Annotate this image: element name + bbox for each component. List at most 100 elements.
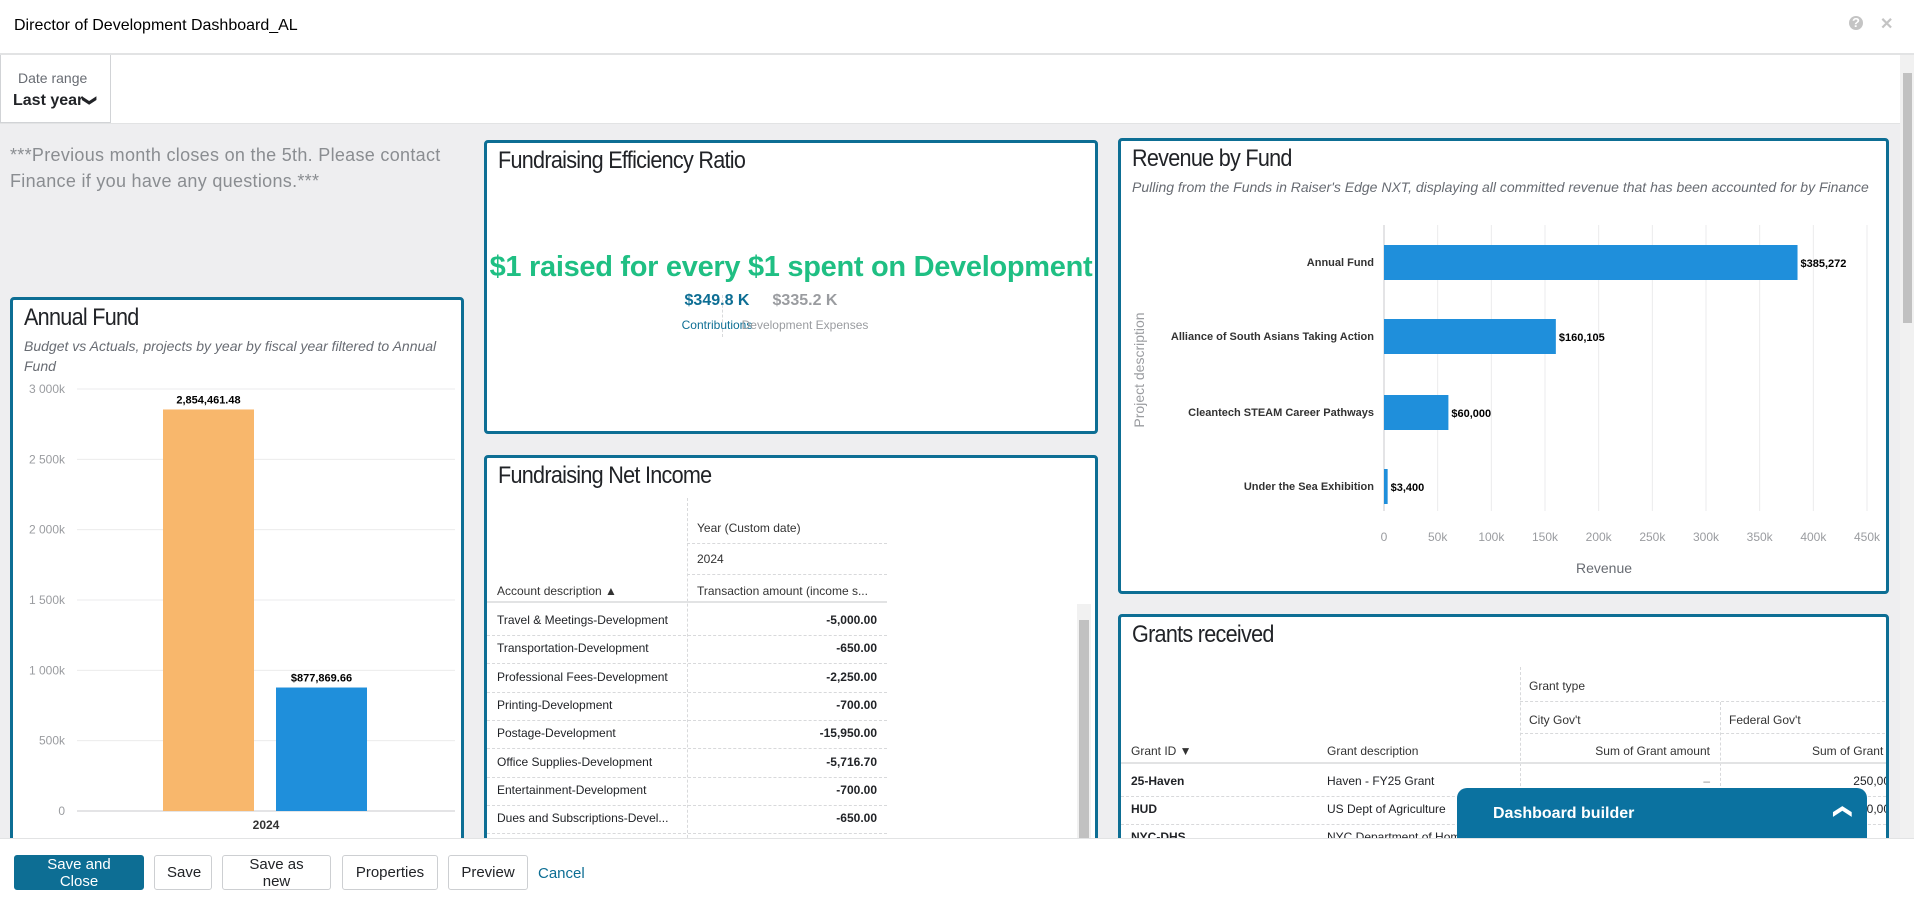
bar	[276, 687, 367, 811]
bar	[1384, 469, 1388, 504]
expenses-label: Development Expenses	[741, 318, 869, 332]
panel-subtitle: Budget vs Actuals, projects by year by f…	[24, 338, 437, 374]
y-tick-label: 1 000k	[29, 663, 66, 677]
panel-subtitle: Pulling from the Funds in Raiser's Edge …	[1132, 179, 1869, 195]
bar	[163, 409, 254, 811]
panel-title: Revenue by Fund	[1132, 145, 1292, 172]
row-divider	[487, 748, 887, 750]
grant-id-cell: HUD	[1131, 802, 1157, 816]
x-tick-label: 150k	[1532, 530, 1559, 544]
amount-cell: -650.00	[836, 641, 877, 656]
scrollbar-thumb[interactable]	[1079, 620, 1089, 852]
column-group-header: Year (Custom date)	[697, 521, 801, 535]
x-axis-title: Revenue	[1576, 560, 1632, 576]
revenue-by-fund-panel: Revenue by Fund Pulling from the Funds i…	[1118, 138, 1889, 594]
grant-id-cell: 25-Haven	[1131, 774, 1185, 788]
revenue-chart: 0 50k 100k 150k 200k 250k 300k 350k 400k 450k $385…	[1131, 225, 1881, 576]
amount-header: Transaction amount (income s...	[697, 584, 868, 598]
scrollbar-thumb[interactable]	[1903, 73, 1912, 323]
grant-type-header: Federal Gov't	[1729, 713, 1801, 727]
save-and-close-button[interactable]: Save and Close	[14, 855, 144, 890]
annual-fund-panel: Annual Fund Budget vs Actuals, projects …	[10, 297, 464, 857]
account-cell: Dues and Subscriptions-Devel...	[497, 811, 669, 826]
x-tick-label: 350k	[1747, 530, 1774, 544]
amount-cell: -650.00	[836, 811, 877, 826]
x-tick-label: 2024	[253, 818, 280, 832]
panel-title: Fundraising Net Income	[498, 462, 712, 489]
efficiency-headline: $1 raised for every $1 spent on Developm…	[489, 251, 1093, 283]
column-divider	[1520, 667, 1521, 861]
x-tick-label: 50k	[1428, 530, 1448, 544]
account-cell: Professional Fees-Development	[497, 669, 668, 684]
divider	[722, 295, 723, 337]
bar	[1384, 245, 1798, 280]
account-cell: Postage-Development	[497, 726, 616, 741]
header-divider	[487, 601, 887, 603]
annual-fund-chart: 0 500k 1 000k 1 500k 2 000k 2 500k 3 000k 2,854…	[29, 382, 455, 832]
divider	[687, 574, 887, 575]
chevron-down-icon: ❯	[82, 94, 99, 107]
date-range-value: Last year	[13, 92, 84, 109]
bar	[1384, 395, 1449, 430]
y-tick-label: 3 000k	[29, 382, 66, 396]
y-tick-label: 2 500k	[29, 452, 66, 466]
divider	[1520, 701, 1886, 702]
row-divider	[487, 719, 887, 721]
save-as-new-button[interactable]: Save as new	[222, 855, 331, 890]
y-tick-label: Alliance of South Asians Taking Action	[1171, 331, 1374, 343]
federal-amount-cell: 250,00	[1853, 774, 1889, 788]
date-range-label: Date range	[18, 70, 88, 86]
contributions-value: $349.8 K	[684, 292, 750, 309]
save-button[interactable]: Save	[154, 855, 212, 890]
close-icon[interactable]: ✕	[1880, 16, 1894, 33]
data-label: $3,400	[1391, 482, 1425, 494]
cancel-link[interactable]: Cancel	[538, 865, 585, 882]
sum-header: Sum of Grant amo	[1811, 744, 1886, 758]
grant-type-header: City Gov't	[1529, 713, 1581, 727]
amount-cell: -5,716.70	[826, 754, 877, 769]
data-label: $877,869.66	[291, 673, 352, 685]
efficiency-ratio-panel: Fundraising Efficiency Ratio $1 raised f…	[484, 140, 1098, 434]
page-scrollbar[interactable]	[1900, 55, 1914, 838]
row-divider	[487, 663, 887, 665]
properties-button[interactable]: Properties	[342, 855, 438, 890]
sum-header: Sum of Grant amount	[1595, 744, 1710, 758]
bar	[1384, 319, 1556, 354]
panel-title: Annual Fund	[24, 304, 139, 331]
row-divider	[487, 691, 887, 693]
account-header[interactable]: Account description ▲	[497, 584, 617, 598]
help-icon[interactable]: ?	[1849, 16, 1863, 30]
amount-cell: -700.00	[836, 782, 877, 797]
city-amount-cell: –	[1703, 774, 1710, 788]
y-tick-label: 2 000k	[29, 523, 66, 537]
table-scrollbar[interactable]	[1077, 604, 1091, 852]
data-label: $60,000	[1451, 408, 1491, 420]
grant-description-cell: Haven - FY25 Grant	[1327, 774, 1435, 788]
date-range-filter[interactable]: Date range Last year ❯	[0, 55, 111, 123]
column-divider	[687, 498, 688, 852]
y-tick-label: Cleantech STEAM Career Pathways	[1188, 407, 1374, 419]
grant-description-cell: US Dept of Agriculture	[1327, 802, 1446, 816]
x-tick-label: 250k	[1639, 530, 1666, 544]
action-bar: Save and Close Save Save as new Properti…	[0, 838, 1914, 897]
divider	[687, 543, 887, 544]
net-income-panel: Fundraising Net Income Year (Custom date…	[484, 455, 1098, 855]
y-tick-label: Under the Sea Exhibition	[1244, 481, 1374, 493]
grant-id-header[interactable]: Grant ID ▼	[1131, 744, 1192, 758]
window-title: Director of Development Dashboard_AL	[14, 17, 298, 34]
grant-description-header: Grant description	[1327, 744, 1419, 758]
account-cell: Transportation-Development	[497, 641, 649, 656]
filter-bar: Date range Last year ❯	[0, 55, 1900, 124]
preview-button[interactable]: Preview	[448, 855, 528, 890]
data-label: 2,854,461.48	[176, 394, 240, 406]
title-bar: Director of Development Dashboard_AL ? ✕	[0, 0, 1914, 55]
amount-cell: -2,250.00	[826, 669, 877, 684]
x-tick-label: 450k	[1854, 530, 1881, 544]
contributions-label: Contributions	[681, 318, 753, 332]
data-label: $385,272	[1801, 258, 1847, 270]
x-tick-label: 200k	[1586, 530, 1613, 544]
column-divider	[1720, 702, 1721, 861]
expenses-value: $335.2 K	[772, 292, 838, 309]
chevron-up-icon[interactable]: ❯	[1831, 803, 1852, 820]
y-tick-label: 500k	[39, 734, 66, 748]
